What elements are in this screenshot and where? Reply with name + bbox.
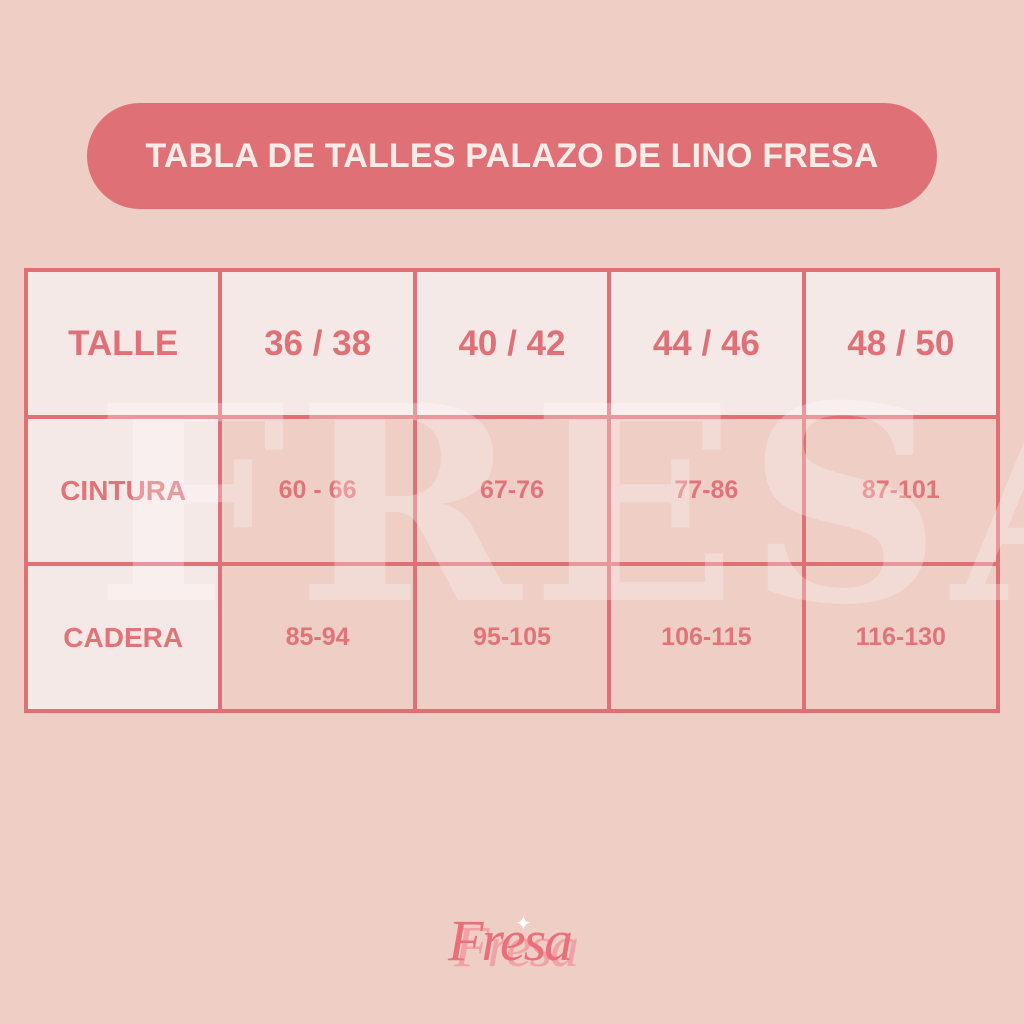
header-cell: 48 / 50 xyxy=(801,268,1001,419)
table-cell: 106-115 xyxy=(607,562,806,713)
table-cell: 85-94 xyxy=(218,562,417,713)
row-label: CINTURA xyxy=(23,415,223,566)
header-cell: 44 / 46 xyxy=(607,268,806,419)
size-table: TALLE 36 / 38 40 / 42 44 / 46 48 / 50 CI… xyxy=(23,268,1001,713)
header-cell: TALLE xyxy=(23,268,223,419)
table-header-row: TALLE 36 / 38 40 / 42 44 / 46 48 / 50 xyxy=(23,268,1001,419)
table-cell: 95-105 xyxy=(412,562,612,713)
row-label: CADERA xyxy=(23,562,223,713)
brand-logo: Fresa Fresa ✦ xyxy=(440,905,600,985)
table-row: CADERA 85-94 95-105 106-115 116-130 xyxy=(23,562,1001,713)
table-cell: 67-76 xyxy=(412,415,612,566)
table-cell: 116-130 xyxy=(801,562,1001,713)
sparkle-icon: ✦ xyxy=(515,913,532,935)
table-cell: 87-101 xyxy=(801,415,1001,566)
logo-text: Fresa xyxy=(448,908,573,973)
table-row: CINTURA 60 - 66 67-76 77-86 87-101 xyxy=(23,415,1001,566)
page-title: TABLA DE TALLES PALAZO DE LINO FRESA xyxy=(145,136,879,175)
table-cell: 77-86 xyxy=(607,415,806,566)
title-banner: TABLA DE TALLES PALAZO DE LINO FRESA xyxy=(87,103,937,209)
logo-shadow-text: Fresa xyxy=(454,914,579,979)
header-cell: 36 / 38 xyxy=(218,268,417,419)
header-cell: 40 / 42 xyxy=(412,268,612,419)
table-cell: 60 - 66 xyxy=(218,415,417,566)
